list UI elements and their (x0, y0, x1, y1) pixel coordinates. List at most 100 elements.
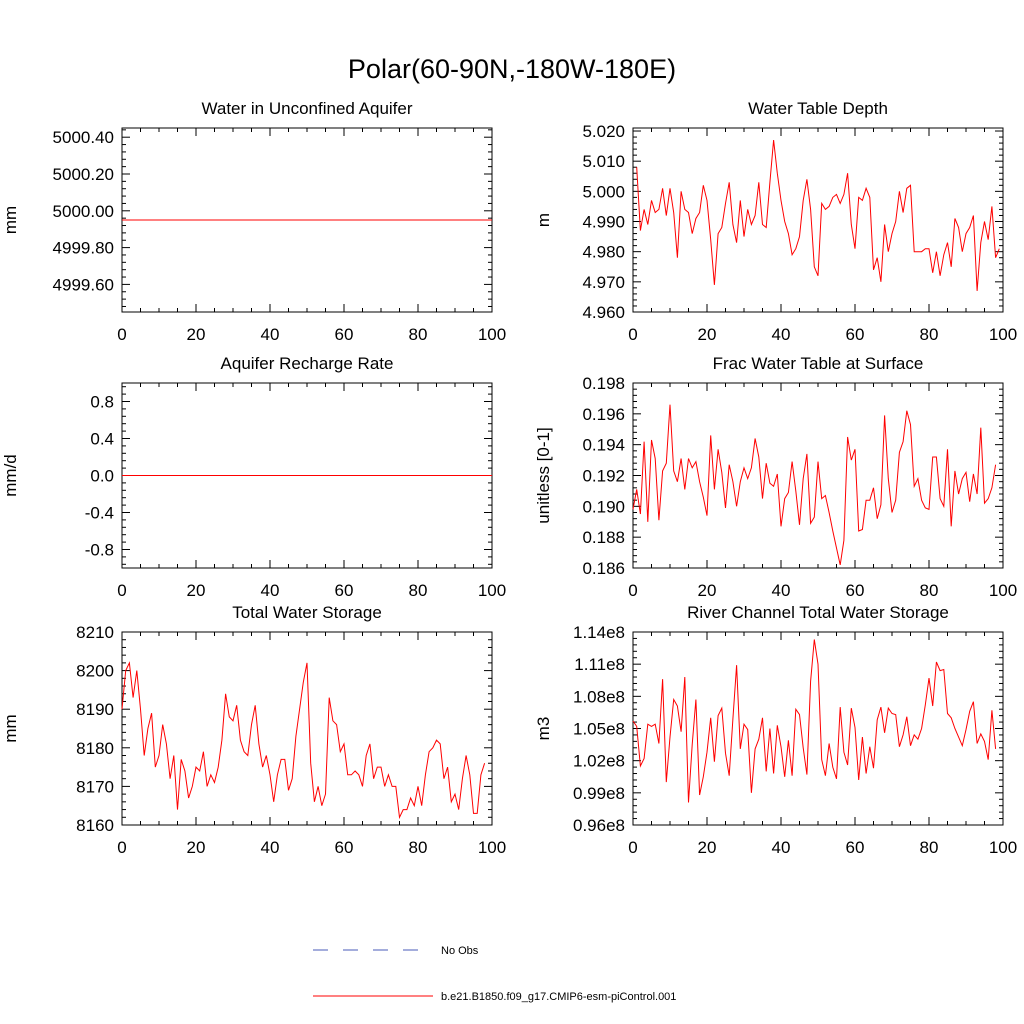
chart-panel-1: Water in Unconfined Aquifer mm 0 20 40 60 80 10… (1, 99, 506, 344)
y-tick-label: 5000.00 (53, 202, 114, 221)
x-tick-label: 0 (117, 581, 126, 600)
chart-panel-6: River Channel Total Water Storage m3 0 20 40… (534, 603, 1017, 857)
chart-panel-3: Aquifer Recharge Rate mm/d 0 20 40 60 80 100 -0.… (1, 354, 506, 600)
y-tick-label: 0.188 (582, 528, 625, 547)
y-tick-label: 1.11e8 (574, 655, 625, 674)
chart-panel-4: Frac Water Table at Surface unitless [0-1… (534, 354, 1017, 600)
x-tick-label: 20 (698, 838, 717, 857)
x-tick-label: 60 (335, 838, 354, 857)
y-axis-label: unitless [0-1] (534, 427, 553, 523)
y-tick-label: 4.990 (582, 213, 625, 232)
y-axis-label: mm (1, 206, 20, 234)
chart-title: River Channel Total Water Storage (687, 603, 949, 622)
legend-obs-label: No Obs (441, 945, 479, 957)
x-tick-label: 40 (261, 581, 280, 600)
y-tick-label: 8200 (76, 662, 114, 681)
y-tick-label: -0.8 (85, 541, 114, 560)
chart-panels: Water in Unconfined Aquifer mm 0 20 40 60 80 10… (1, 99, 1017, 857)
y-tick-label: 5.010 (582, 152, 625, 171)
y-tick-label: 4999.60 (53, 275, 114, 294)
plot-frame (632, 127, 1004, 313)
chart-title: Water in Unconfined Aquifer (201, 99, 412, 118)
y-tick-label: 4.960 (582, 303, 625, 322)
x-tick-label: 100 (989, 838, 1017, 857)
chart-title: Aquifer Recharge Rate (221, 354, 394, 373)
y-axis-label: mm (1, 714, 20, 742)
x-tick-label: 100 (478, 325, 506, 344)
plot-frame (632, 382, 1004, 569)
chart-panel-5: Total Water Storage mm 0 20 40 60 80 100 8160 817… (1, 603, 506, 857)
x-tick-label: 40 (772, 838, 791, 857)
x-tick-label: 60 (335, 581, 354, 600)
x-tick-label: 20 (698, 581, 717, 600)
x-tick-label: 100 (989, 581, 1017, 600)
y-tick-label: 0.196 (582, 405, 625, 424)
x-tick-label: 80 (409, 325, 428, 344)
y-tick-label: 0.198 (582, 374, 625, 393)
x-tick-label: 0 (117, 325, 126, 344)
y-tick-label: 4.970 (582, 273, 625, 292)
x-tick-label: 20 (698, 325, 717, 344)
x-tick-label: 100 (989, 325, 1017, 344)
series-line (632, 639, 997, 803)
x-tick-label: 20 (187, 325, 206, 344)
x-tick-label: 0 (628, 581, 637, 600)
chart-panel-2: Water Table Depth m 0 20 40 60 80 100 4.960 4.970… (534, 99, 1017, 344)
x-tick-label: 80 (920, 325, 939, 344)
x-tick-label: 20 (187, 581, 206, 600)
x-tick-label: 60 (335, 325, 354, 344)
x-tick-label: 20 (187, 838, 206, 857)
y-tick-label: 0.0 (90, 467, 114, 486)
chart-title: Frac Water Table at Surface (713, 354, 924, 373)
x-tick-label: 80 (409, 581, 428, 600)
series-line (632, 404, 997, 566)
y-tick-label: 5000.20 (53, 165, 114, 184)
y-axis-label: mm/d (1, 454, 20, 497)
x-tick-label: 60 (846, 581, 865, 600)
x-tick-label: 60 (846, 838, 865, 857)
y-tick-label: 5.020 (582, 122, 625, 141)
y-tick-label: 0.4 (90, 430, 114, 449)
x-tick-label: 60 (846, 325, 865, 344)
y-tick-label: 0.194 (582, 436, 625, 455)
x-tick-label: 0 (628, 838, 637, 857)
y-tick-label: 0.99e8 (573, 784, 625, 803)
y-tick-label: 1.05e8 (573, 720, 625, 739)
x-tick-label: 40 (772, 325, 791, 344)
y-tick-label: 0.190 (582, 497, 625, 516)
x-tick-label: 0 (628, 325, 637, 344)
figure-title: Polar(60-90N,-180W-180E) (348, 54, 676, 84)
x-tick-label: 80 (409, 838, 428, 857)
x-tick-label: 40 (772, 581, 791, 600)
y-tick-label: 1.14e8 (573, 623, 625, 642)
y-tick-label: 8190 (76, 700, 114, 719)
x-tick-label: 40 (261, 325, 280, 344)
legend: No Obs b.e21.B1850.f09_g17.CMIP6-esm-piC… (313, 945, 676, 1003)
plot-frame (121, 631, 493, 826)
y-tick-label: 1.08e8 (573, 687, 625, 706)
x-tick-label: 100 (478, 581, 506, 600)
y-tick-label: 5000.40 (53, 128, 114, 147)
y-axis-label: m (534, 213, 553, 227)
chart-title: Water Table Depth (748, 99, 888, 118)
x-tick-label: 80 (920, 581, 939, 600)
y-tick-label: 8210 (76, 623, 114, 642)
y-tick-label: -0.4 (85, 504, 114, 523)
x-tick-label: 100 (478, 838, 506, 857)
y-tick-label: 8180 (76, 739, 114, 758)
y-tick-label: 8170 (76, 777, 114, 796)
y-tick-label: 0.192 (582, 467, 625, 486)
chart-title: Total Water Storage (232, 603, 382, 622)
x-tick-label: 0 (117, 838, 126, 857)
x-tick-label: 80 (920, 838, 939, 857)
series-line (121, 661, 486, 820)
y-tick-label: 0.186 (582, 559, 625, 578)
y-tick-label: 0.8 (90, 393, 114, 412)
y-tick-label: 5.000 (582, 182, 625, 201)
y-tick-label: 4.980 (582, 243, 625, 262)
series-line (636, 140, 1000, 291)
y-tick-label: 4999.80 (53, 239, 114, 258)
y-tick-label: 8160 (76, 816, 114, 835)
y-tick-label: 0.96e8 (573, 816, 625, 835)
